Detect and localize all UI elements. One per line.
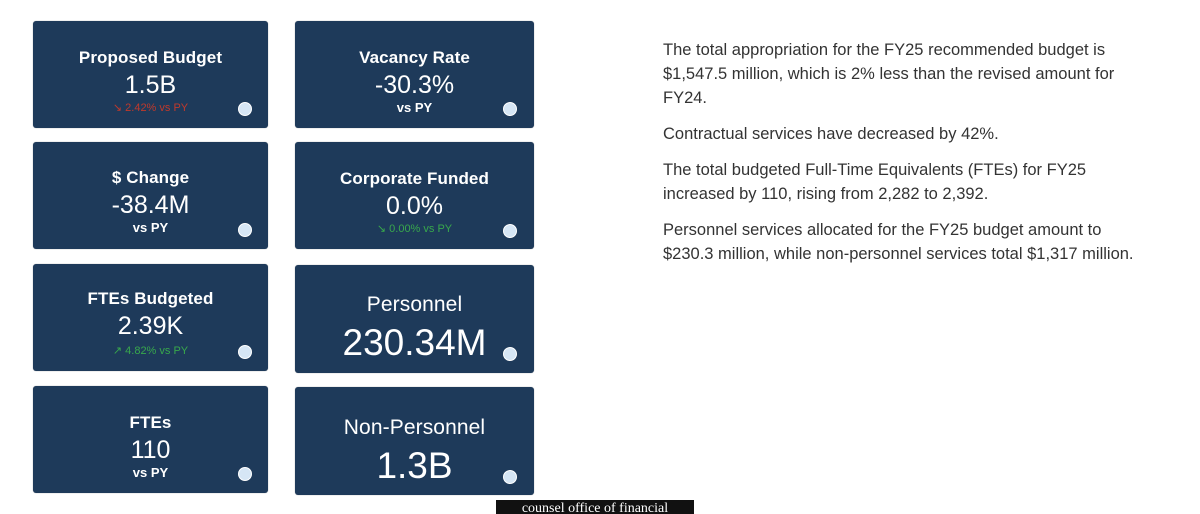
summary-paragraph: The total budgeted Full-Time Equivalents… [663,161,1087,203]
info-dot-icon[interactable] [238,467,252,481]
card-title: FTEs Budgeted [87,289,214,308]
card-subtitle: vs PY [132,220,169,235]
card-title: Non-Personnel [343,416,486,439]
card-value: 230.34M [342,322,487,363]
info-dot-icon[interactable] [503,224,517,238]
info-dot-icon[interactable] [238,223,252,237]
card-ftes[interactable]: FTEs 110 vs PY [33,386,268,493]
budget-summary: The total appropriation for the FY25 rec… [663,38,1143,278]
card-vacancy-rate[interactable]: Vacancy Rate -30.3% vs PY [295,21,534,128]
card-title: Vacancy Rate [359,48,470,67]
info-dot-icon[interactable] [238,102,252,116]
card-trend: ↘ 2.42% vs PY [112,102,189,114]
card-subtitle: vs PY [132,465,169,480]
card-corporate-funded[interactable]: Corporate Funded 0.0% ↘ 0.00% vs PY [295,142,534,249]
card-value: 0.0% [386,192,443,220]
summary-paragraph: Contractual services have decreased by 4… [663,125,999,143]
info-dot-icon[interactable] [503,102,517,116]
info-dot-icon[interactable] [503,470,517,484]
card-title: $ Change [111,168,190,187]
card-ftes-budgeted[interactable]: FTEs Budgeted 2.39K ↗ 4.82% vs PY [33,264,268,371]
summary-paragraph: The total appropriation for the FY25 rec… [663,41,1115,107]
card-value: 1.5B [124,71,177,99]
card-value: 2.39K [117,312,184,340]
card-dollar-change[interactable]: $ Change -38.4M vs PY [33,142,268,249]
card-proposed-budget[interactable]: Proposed Budget 1.5B ↘ 2.42% vs PY [33,21,268,128]
summary-paragraph: Personnel services allocated for the FY2… [663,221,1134,263]
card-value: 110 [130,436,171,464]
card-trend: ↗ 4.82% vs PY [112,345,189,357]
card-title: Personnel [366,293,463,316]
info-dot-icon[interactable] [503,347,517,361]
card-title: Proposed Budget [78,48,223,67]
card-personnel[interactable]: Personnel 230.34M [295,265,534,373]
card-subtitle: vs PY [396,100,433,115]
card-non-personnel[interactable]: Non-Personnel 1.3B [295,387,534,495]
card-title: FTEs [129,413,172,432]
card-trend: ↘ 0.00% vs PY [376,223,453,235]
info-dot-icon[interactable] [238,345,252,359]
video-caption: counsel office of financial [496,500,694,514]
card-value: 1.3B [376,445,453,486]
card-title: Corporate Funded [340,169,489,188]
card-value: -30.3% [374,71,455,99]
card-value: -38.4M [111,191,190,219]
